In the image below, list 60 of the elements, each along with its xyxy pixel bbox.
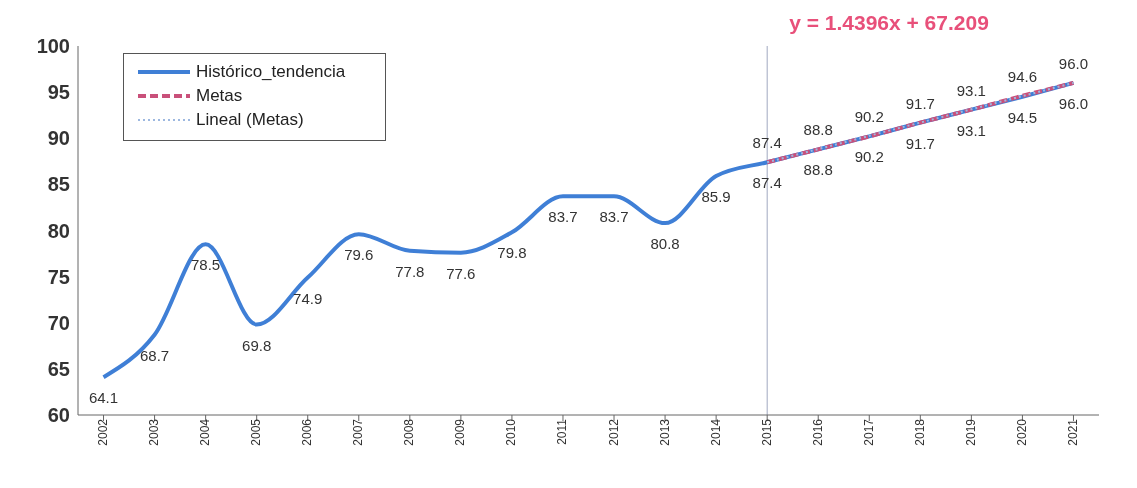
x-tick-label: 2020	[1014, 418, 1029, 446]
y-tick-label: 85	[47, 173, 70, 196]
data-label: 83.7	[599, 208, 629, 226]
data-label: 64.1	[88, 389, 119, 407]
x-tick-label: 2006	[300, 418, 315, 446]
data-label: 85.9	[701, 188, 731, 206]
data-label: 83.7	[548, 208, 578, 226]
legend-label: Histórico_tendencia	[196, 62, 346, 82]
x-tick-label: 2013	[657, 418, 672, 446]
data-label: 94.6	[1007, 67, 1038, 85]
y-tick-label: 90	[47, 127, 70, 150]
y-tick-label: 80	[47, 219, 70, 242]
x-tick-label: 2015	[759, 418, 774, 446]
y-tick-label: 60	[47, 404, 70, 427]
x-tick-label: 2004	[198, 418, 213, 446]
y-tick-label: 100	[36, 35, 70, 58]
data-label: 91.7	[905, 94, 935, 112]
data-label: 77.6	[446, 264, 476, 282]
data-label: 68.7	[139, 346, 170, 364]
data-label: 87.4	[752, 134, 782, 152]
y-tick-label: 70	[47, 311, 70, 334]
x-tick-label: 2012	[606, 418, 621, 446]
x-tick-label: 2005	[249, 418, 264, 446]
x-tick-label: 2014	[708, 418, 723, 446]
x-tick-label: 2002	[96, 418, 111, 446]
text: y = 1.4396x + 67.209	[789, 11, 989, 34]
y-tick-label: 65	[47, 357, 70, 380]
data-label: 74.9	[293, 289, 323, 307]
data-label: 79.6	[344, 246, 374, 264]
data-label: 96.0	[1058, 94, 1089, 112]
data-label: 87.4	[752, 174, 782, 192]
data-label: 96.0	[1058, 54, 1089, 72]
data-label: 93.1	[956, 121, 986, 139]
data-label: 90.2	[854, 108, 884, 126]
x-tick-label: 2003	[147, 418, 162, 446]
data-label: 69.8	[242, 336, 272, 354]
data-label: 88.8	[803, 161, 833, 179]
y-tick-label: 95	[47, 81, 70, 104]
data-label: 88.8	[803, 121, 833, 139]
data-label: 93.1	[956, 81, 986, 99]
data-label: 94.5	[1007, 108, 1038, 126]
data-label: 80.8	[650, 235, 680, 253]
x-tick-label: 2008	[402, 418, 417, 446]
x-tick-label: 2010	[504, 418, 519, 446]
x-tick-label: 2017	[861, 418, 876, 446]
data-label: 77.8	[395, 262, 425, 280]
data-label: 90.2	[854, 148, 884, 166]
x-tick-label: 2018	[912, 418, 927, 446]
data-label: 79.8	[497, 244, 527, 262]
x-tick-label: 2021	[1065, 418, 1080, 446]
x-tick-label: 2007	[351, 418, 366, 446]
x-tick-label: 2016	[810, 418, 825, 446]
y-tick-label: 75	[47, 265, 70, 288]
x-tick-label: 2009	[453, 418, 468, 446]
data-label: 78.5	[191, 256, 221, 274]
legend-label: Metas	[196, 86, 243, 106]
x-tick-label: 2011	[555, 418, 570, 445]
legend-label: Lineal (Metas)	[196, 110, 304, 130]
x-tick-label: 2019	[963, 418, 978, 446]
data-label: 91.7	[905, 134, 935, 152]
